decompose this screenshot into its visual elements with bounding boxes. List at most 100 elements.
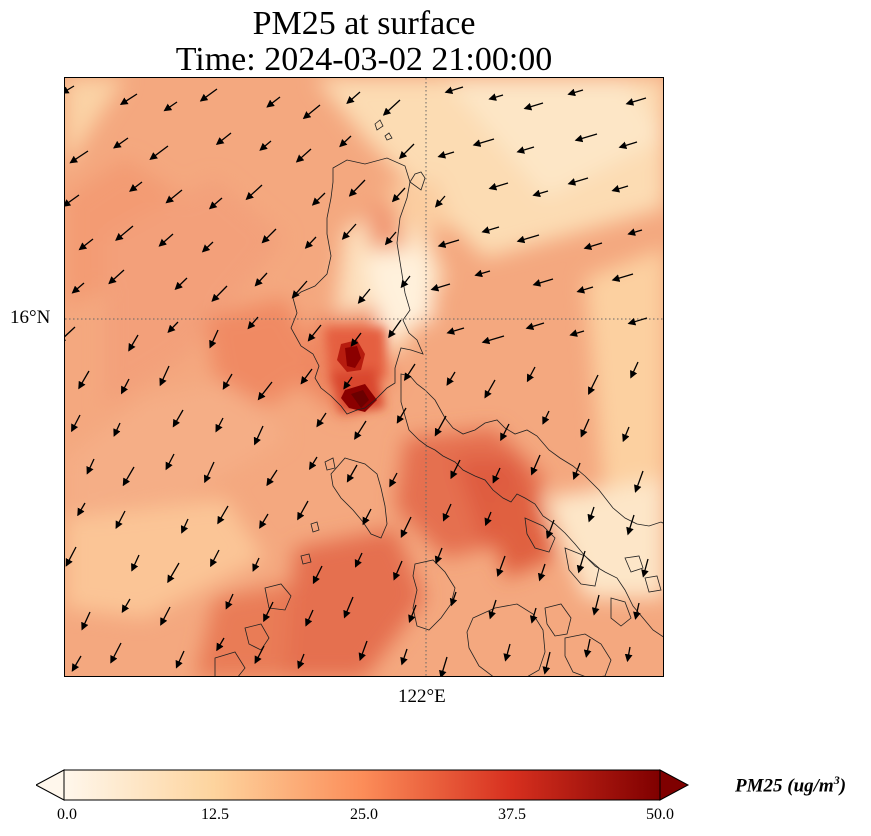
wind-arrow [211, 285, 228, 302]
wind-arrow [446, 327, 465, 335]
wind-arrow [160, 606, 171, 626]
wind-arrow [312, 565, 323, 585]
wind-arrow [217, 505, 229, 525]
longitude-tick-label: 122°E [398, 686, 446, 707]
wind-arrow [444, 86, 464, 95]
wind-arrow [484, 379, 496, 399]
wind-arrow [583, 242, 603, 251]
wind-arrow [110, 642, 122, 664]
wind-arrow [516, 146, 535, 154]
wind-arrow [434, 415, 447, 437]
wind-arrow [167, 321, 179, 334]
wind-arrow [311, 192, 326, 206]
wind-arrow [618, 141, 638, 150]
wind-arrow [403, 363, 416, 381]
wind-arrow [626, 514, 635, 536]
wind-arrow [208, 197, 223, 210]
wind-arrow [354, 552, 363, 568]
wind-arrow [529, 607, 538, 624]
wind-arrow [113, 422, 121, 437]
wind-arrow [611, 273, 634, 282]
wind-arrow [163, 101, 178, 112]
colorbar-max-extend [659, 769, 690, 801]
wind-arrow [434, 547, 443, 565]
wind-arrow [122, 466, 135, 487]
wind-arrow [225, 593, 234, 610]
wind-arrow [625, 97, 647, 106]
wind-arrow [297, 653, 305, 670]
wind-arrow [503, 643, 511, 662]
wind-arrow [343, 596, 354, 619]
wind-arrow [295, 148, 312, 163]
wind-arrow [488, 93, 504, 101]
wind-arrow [71, 282, 85, 294]
wind-arrow [266, 469, 278, 487]
wind-arrow [500, 423, 510, 442]
wind-vectors [65, 85, 649, 676]
wind-arrow [488, 599, 497, 620]
wind-arrow [346, 91, 361, 105]
wind-arrow [484, 511, 492, 527]
wind-arrow [149, 145, 169, 160]
wind-arrow [358, 640, 368, 662]
wind-arrow [65, 85, 75, 94]
colorbar-gradient [63, 769, 661, 801]
wind-arrow [209, 329, 219, 349]
wind-arrow [165, 453, 175, 471]
wind-arrow [115, 510, 126, 530]
wind-arrow [119, 93, 138, 106]
wind-arrow [362, 508, 372, 526]
wind-arrow [572, 462, 581, 481]
wind-arrow [78, 238, 94, 251]
wind-arrow [400, 648, 408, 666]
gridlines [65, 78, 663, 676]
wind-arrow [115, 225, 134, 241]
wind-arrow [446, 371, 456, 386]
wind-arrow [167, 562, 180, 584]
colorbar-tick-label: 12.5 [201, 806, 229, 823]
wind-arrow [474, 269, 491, 278]
wind-arrow [253, 425, 264, 446]
wind-arrow [305, 609, 314, 627]
wind-arrow [65, 546, 77, 567]
colorbar-tick-label: 37.5 [498, 806, 526, 823]
wind-arrow [339, 135, 352, 148]
wind-arrow [309, 456, 318, 471]
wind-arrow [583, 638, 592, 658]
wind-arrow [71, 655, 82, 672]
concentration-field [65, 78, 663, 676]
wind-arrow [86, 458, 95, 475]
wind-arrow [343, 376, 353, 390]
latitude-tick-label: 16°N [10, 307, 51, 328]
wind-arrow [259, 140, 272, 151]
wind-arrow [120, 378, 130, 395]
wind-arrow [430, 283, 451, 292]
wind-arrow [128, 334, 139, 352]
wind-arrow [247, 316, 259, 330]
wind-arrow [201, 241, 214, 253]
wind-arrow [574, 133, 598, 143]
wind-arrow [165, 189, 183, 204]
wind-arrow [263, 601, 274, 623]
wind-arrow [400, 516, 412, 538]
wind-arrow [400, 275, 411, 289]
wind-arrow [569, 329, 585, 337]
wind-arrow [108, 269, 125, 285]
wind-arrow [523, 102, 544, 111]
wind-arrow [393, 560, 403, 581]
wind-arrow [297, 500, 309, 521]
wind-arrow [257, 381, 273, 401]
wind-arrow [530, 454, 541, 476]
wind-arrow [129, 181, 143, 192]
wind-arrow [382, 99, 401, 116]
wind-arrow [496, 555, 506, 577]
colorbar-tick-label: 25.0 [350, 806, 378, 823]
map-title-line2: Time: 2024-03-02 21:00:00 [175, 41, 553, 78]
wind-arrow [450, 459, 461, 480]
wind-arrow [254, 645, 265, 665]
wind-arrow [69, 150, 89, 164]
wind-arrow [316, 412, 327, 428]
wind-arrow [437, 239, 460, 248]
wind-arrow [622, 426, 630, 443]
colorbar-min-extend [36, 769, 65, 801]
